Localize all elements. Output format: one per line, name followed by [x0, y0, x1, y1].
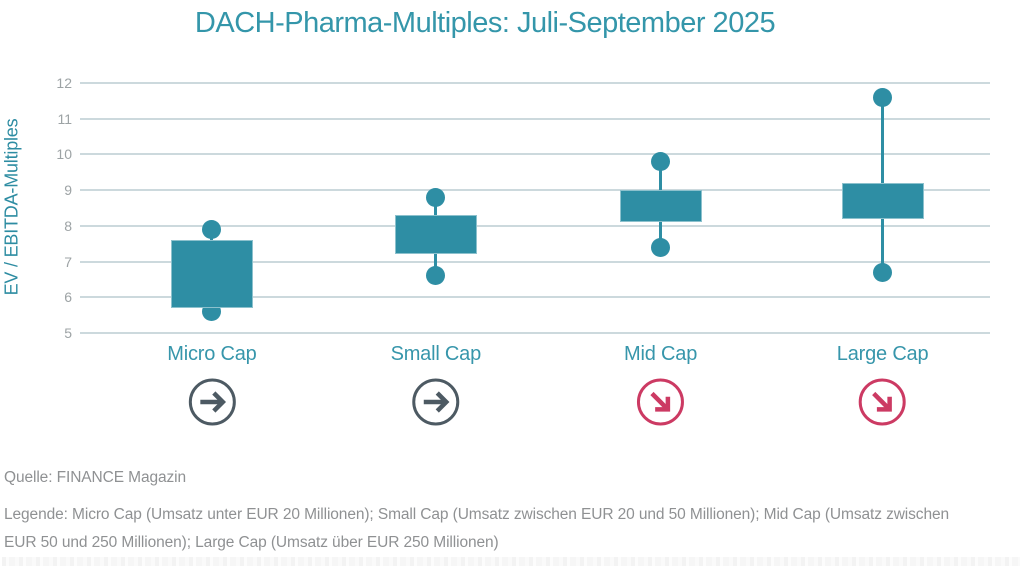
arrow-down-right-icon — [859, 378, 907, 426]
min-dot — [873, 262, 893, 282]
category-micro-cap: Micro Cap — [167, 343, 257, 432]
category-label: Large Cap — [836, 343, 929, 365]
gridline-9 — [80, 189, 990, 192]
min-dot — [651, 237, 671, 257]
arrow-down-right-icon — [637, 378, 685, 426]
range-box — [170, 240, 253, 308]
gridline-11 — [80, 117, 990, 120]
category-small-cap: Small Cap — [391, 343, 481, 432]
source-note: Quelle: FINANCE Magazin — [4, 469, 187, 486]
legend-line-1: Legende: Micro Cap (Umsatz unter EUR 20 … — [4, 506, 950, 523]
min-dot — [426, 266, 446, 286]
category-label: Micro Cap — [167, 343, 257, 365]
y-tick-8: 8 — [64, 217, 72, 234]
chart-title: DACH-Pharma-Multiples: Juli-September 20… — [194, 7, 776, 39]
range-box — [394, 215, 477, 255]
arrow-right-icon — [412, 378, 460, 426]
gridline-5 — [80, 332, 990, 334]
legend-line-2: EUR 50 und 250 Millionen); Large Cap (Um… — [4, 533, 499, 551]
y-tick-9: 9 — [64, 182, 72, 199]
category-large-cap: Large Cap — [837, 343, 929, 432]
y-tick-11: 11 — [57, 110, 72, 127]
gridline-10 — [80, 153, 990, 156]
category-label: Mid Cap — [624, 343, 698, 365]
y-tick-12: 12 — [56, 75, 72, 91]
legend-note: Legende: Micro Cap (Umsatz unter EUR 20 … — [4, 501, 949, 556]
range-box — [841, 183, 924, 219]
range-box — [619, 190, 702, 223]
y-axis-tick-labels: 5 6 7 8 9 10 11 12 — [0, 75, 72, 341]
max-dot — [651, 152, 671, 172]
y-tick-6: 6 — [64, 289, 72, 306]
y-tick-5: 5 — [64, 325, 72, 341]
category-row: Micro Cap Small Cap Mid Cap Large Cap — [80, 343, 990, 443]
cutoff-text-band — [2, 557, 1020, 566]
arrow-right-icon — [188, 378, 236, 426]
max-dot — [873, 87, 893, 107]
y-tick-7: 7 — [64, 253, 72, 270]
gridline-6 — [80, 296, 990, 299]
category-label: Small Cap — [390, 343, 482, 365]
max-dot — [426, 187, 446, 207]
gridline-7 — [80, 260, 990, 263]
category-mid-cap: Mid Cap — [624, 343, 697, 432]
plot-area — [80, 82, 990, 334]
gridline-8 — [80, 224, 990, 227]
max-dot — [202, 219, 222, 239]
y-tick-10: 10 — [56, 146, 72, 163]
gridline-12 — [80, 82, 990, 84]
